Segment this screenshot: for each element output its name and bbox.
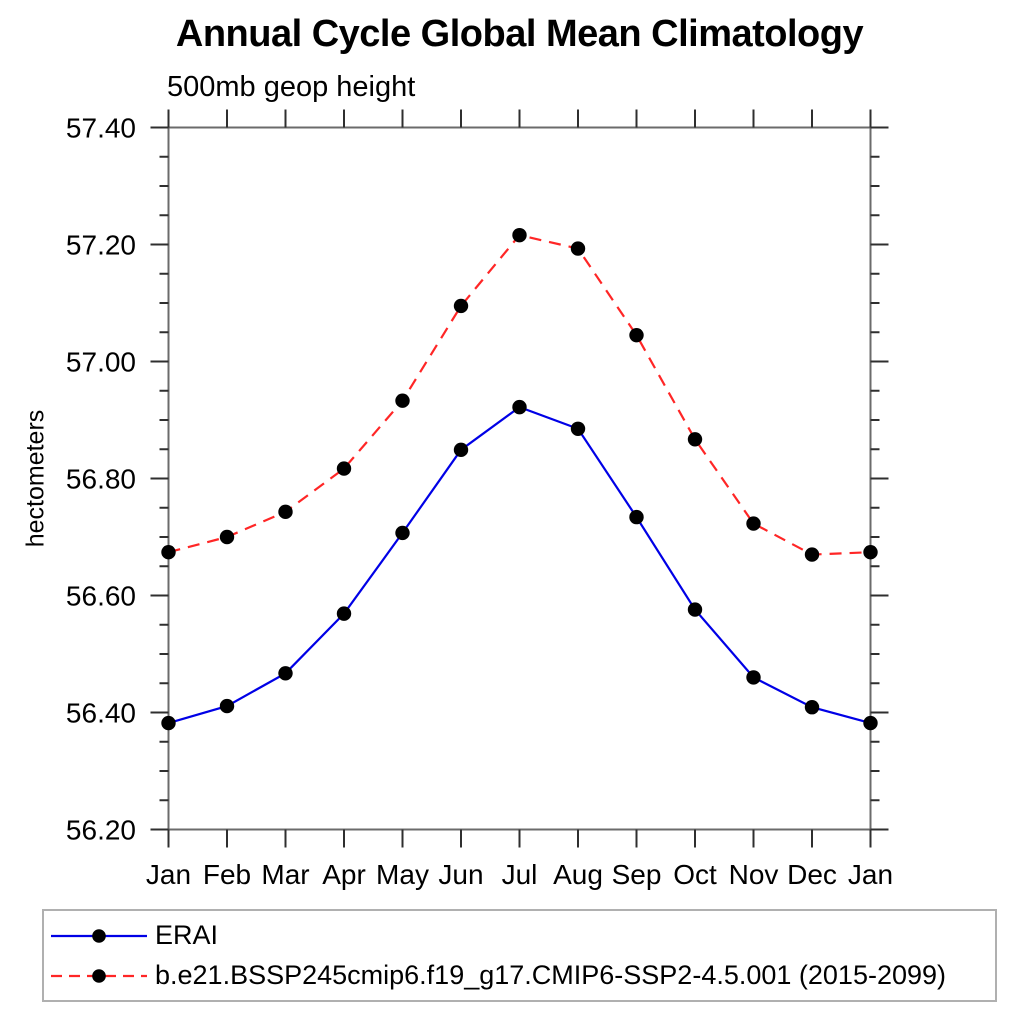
- data-point: [219, 529, 235, 545]
- legend-swatch-solid-line-icon: [51, 928, 147, 943]
- x-tick-label: Jul: [502, 859, 538, 890]
- x-tick-label: Jun: [438, 859, 483, 890]
- data-point: [278, 504, 293, 520]
- x-tick-label: Nov: [729, 859, 779, 890]
- x-tick-label: Mar: [261, 859, 309, 890]
- data-point: [336, 606, 352, 621]
- series-line: [168, 233, 871, 556]
- x-tick-label: Aug: [553, 859, 603, 890]
- x-tick-label: Sep: [612, 859, 662, 890]
- legend-item-erai: ERAI: [48, 916, 995, 956]
- series-model: [161, 227, 878, 562]
- data-point: [863, 545, 878, 560]
- data-point: [629, 509, 644, 525]
- data-point: [804, 700, 820, 715]
- y-tick-label: 56.20: [66, 815, 136, 846]
- series-erai: [161, 399, 878, 731]
- series-line: [168, 405, 871, 725]
- y-tick-label: 56.40: [66, 698, 136, 729]
- x-tick-label: Jan: [146, 859, 191, 890]
- data-point: [570, 421, 586, 436]
- y-tick-label: 56.80: [66, 464, 136, 495]
- y-tick-label: 57.20: [66, 230, 136, 261]
- x-tick-label: Feb: [203, 859, 251, 890]
- data-point: [687, 432, 703, 447]
- data-point: [629, 327, 644, 343]
- data-point: [161, 715, 176, 731]
- y-tick-label: 57.00: [66, 347, 136, 378]
- y-axis: 56.20 56.40 56.60 56.80 57.00 57.20 57.40: [66, 113, 889, 846]
- data-point: [512, 399, 527, 415]
- data-point: [687, 602, 703, 617]
- x-tick-label: Jan: [848, 859, 893, 890]
- data-point: [395, 393, 410, 408]
- data-point: [863, 715, 878, 731]
- data-point: [336, 461, 352, 476]
- x-axis: Jan Feb Mar Apr May Jun Jul Aug Sep Oct Nov Dec Jan: [146, 109, 893, 890]
- x-tick-label: Apr: [322, 859, 366, 890]
- legend-item-model: b.e21.BSSP245cmip6.f19_g17.CMIP6-SSP2-4.…: [48, 956, 995, 996]
- data-point: [453, 298, 469, 314]
- data-point: [395, 525, 410, 541]
- legend-label-model: b.e21.BSSP245cmip6.f19_g17.CMIP6-SSP2-4.…: [155, 960, 947, 990]
- chart-title: Annual Cycle Global Mean Climatology: [175, 13, 864, 55]
- legend: ERAI b.e21.BSSP245cmip6.f19_g17.CMIP6-SS…: [42, 909, 997, 1002]
- chart-subtitle: 500mb geop height: [167, 71, 416, 103]
- x-tick-label: Oct: [673, 859, 717, 890]
- data-point: [278, 666, 293, 681]
- y-tick-label: 57.40: [66, 113, 136, 144]
- data-point: [453, 442, 469, 458]
- data-point: [219, 698, 235, 714]
- data-point: [161, 545, 176, 560]
- data-point: [746, 670, 761, 685]
- y-tick-label: 56.60: [66, 581, 136, 612]
- data-point: [804, 547, 820, 562]
- data-point: [512, 227, 527, 243]
- data-point: [746, 516, 761, 531]
- x-tick-label: May: [376, 859, 429, 890]
- legend-swatch-dashed-line-icon: [51, 968, 147, 983]
- legend-label-erai: ERAI: [155, 920, 219, 950]
- data-point: [570, 241, 586, 256]
- x-tick-label: Dec: [787, 859, 837, 890]
